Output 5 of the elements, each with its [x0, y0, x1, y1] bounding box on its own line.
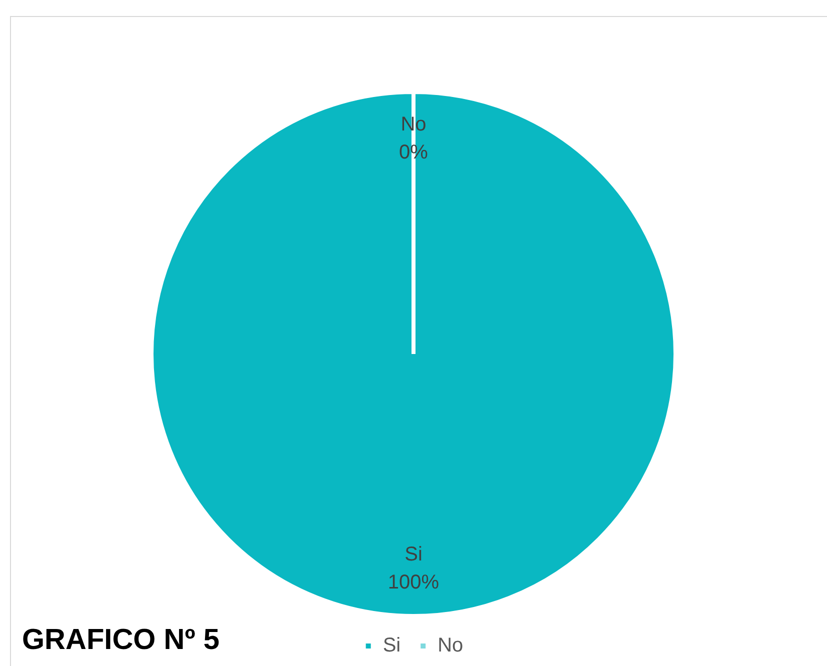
legend-label: No: [438, 634, 464, 657]
data-label: 100%: [388, 571, 440, 594]
legend-label: Si: [382, 634, 401, 657]
slice-label: Si: [404, 543, 422, 566]
text: GRAFICO Nº 5: [22, 624, 220, 657]
